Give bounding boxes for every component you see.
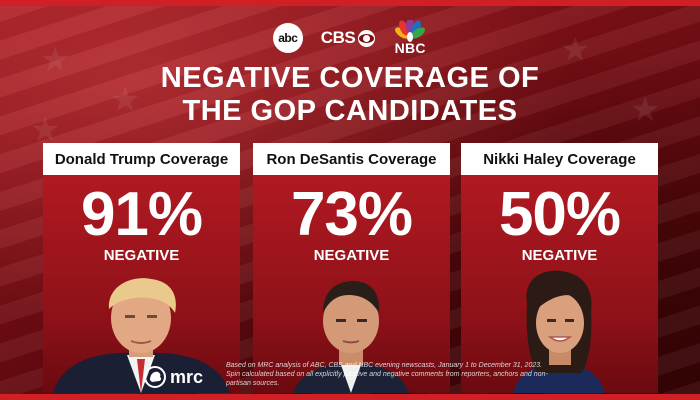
cbs-logo: CBS (321, 28, 376, 48)
card-label: NEGATIVE (313, 247, 390, 264)
card-title: Nikki Haley Coverage (461, 143, 658, 175)
desantis-portrait (293, 281, 409, 393)
abc-logo: abc (272, 23, 303, 53)
star-icon: ★ (110, 81, 141, 119)
lion-icon (144, 366, 166, 388)
star-icon: ★ (40, 41, 71, 79)
card-percent: 91% (80, 180, 203, 249)
trump-portrait (53, 278, 230, 393)
haley-portrait (513, 270, 605, 393)
peacock-icon (395, 20, 426, 42)
star-icon: ★ (30, 111, 61, 149)
cbs-eye-icon (358, 29, 376, 47)
card-percent: 73% (290, 180, 413, 249)
card-percent: 50% (498, 180, 621, 249)
star-icon: ★ (630, 91, 661, 129)
card-title: Ron DeSantis Coverage (253, 143, 450, 175)
trump-coverage-card: Donald Trump Coverage 91% NEGATIVE (43, 143, 240, 393)
star-icon: ★ (560, 31, 591, 69)
card-title: Donald Trump Coverage (43, 143, 240, 175)
network-logos: abc CBS NBC (0, 20, 700, 56)
card-label: NEGATIVE (521, 247, 598, 264)
bottom-border (0, 394, 700, 400)
haley-coverage-card: Nikki Haley Coverage 50% NEGATIVE (461, 143, 658, 393)
nbc-logo: NBC (393, 20, 427, 56)
footnote: Based on MRC analysis of ABC, CBS and NB… (226, 362, 548, 387)
mrc-logo: mrc (144, 366, 203, 388)
desantis-coverage-card: Ron DeSantis Coverage 73% NEGATIVE (253, 143, 450, 393)
page-title: NEGATIVE COVERAGE OF THE GOP CANDIDATES (160, 62, 540, 127)
card-label: NEGATIVE (103, 247, 180, 264)
top-border (0, 0, 700, 6)
